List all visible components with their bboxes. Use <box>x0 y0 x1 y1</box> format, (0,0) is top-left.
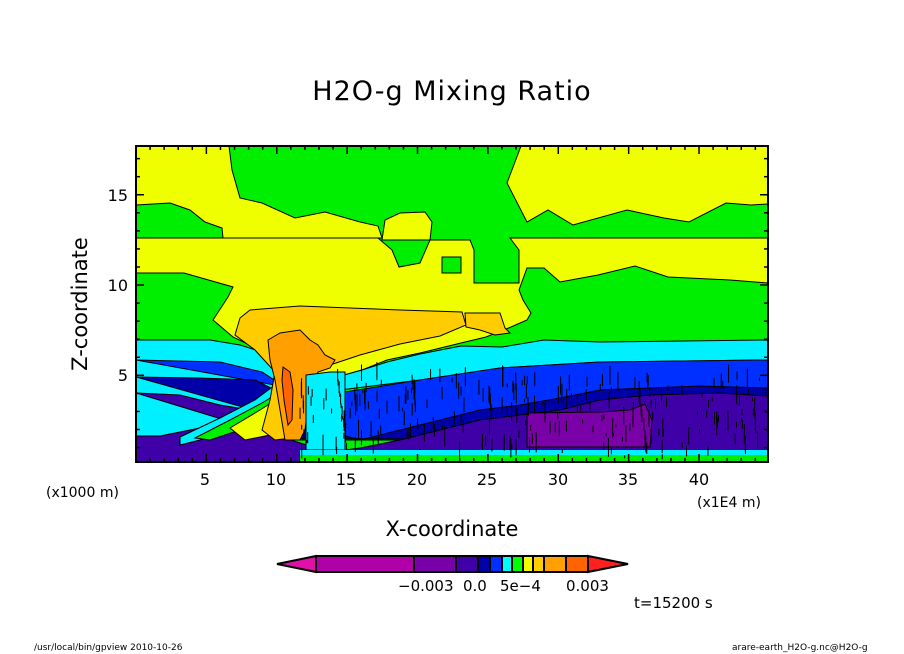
colorbar-label: −0.003 <box>398 577 454 595</box>
footer-left: /usr/local/bin/gpview 2010-10-26 <box>34 643 183 653</box>
plot-frame <box>135 145 769 463</box>
footer-right: arare-earth_H2O-g.nc@H2O-g <box>732 643 868 653</box>
x-axis-label: X-coordinate <box>385 517 519 541</box>
x-tick-label: 25 <box>476 470 498 489</box>
colorbar-segments <box>315 555 589 573</box>
x-tick-label: 5 <box>199 470 211 489</box>
colorbar-arrow-high <box>587 554 629 574</box>
colorbar-segment <box>532 555 545 573</box>
y-tick-label: 5 <box>117 366 128 385</box>
x-tick-label: 40 <box>688 470 710 489</box>
colorbar-segment <box>413 555 457 573</box>
colorbar-label: 0.003 <box>566 577 609 595</box>
field-darkorange-core <box>281 366 294 427</box>
contour-fields <box>136 146 768 462</box>
colorbar-segment <box>543 555 567 573</box>
colorbar-segment <box>522 555 534 573</box>
x-tick-label: 30 <box>547 470 569 489</box>
colorbar-segment <box>477 555 491 573</box>
x-tick-label: 20 <box>406 470 428 489</box>
noise-streaks <box>299 362 760 460</box>
field-amber-island <box>464 312 512 336</box>
field-yellow-top-right <box>506 146 768 226</box>
x-tick-label: 35 <box>617 470 639 489</box>
y-axis-label: Z-coordinate <box>68 237 92 371</box>
colorbar-arrow-low <box>276 554 317 574</box>
x-tick-label: 10 <box>265 470 287 489</box>
colorbar-segment <box>455 555 479 573</box>
chart-title: H2O-g Mixing Ratio <box>312 76 592 107</box>
y-tick-label: 10 <box>107 276 128 295</box>
colorbar-segment <box>501 555 513 573</box>
field-green-island <box>441 256 462 274</box>
x-tick-label: 15 <box>335 470 357 489</box>
colorbar-label: 0.0 <box>463 577 487 595</box>
x-unit-right: (x1E4 m) <box>697 495 761 511</box>
field-yellow-island <box>381 211 433 241</box>
field-bottom-green <box>300 455 768 462</box>
colorbar-segment <box>489 555 503 573</box>
x-unit-left: (x1000 m) <box>46 485 119 501</box>
colorbar-label: 5e−4 <box>500 577 541 595</box>
colorbar-segment <box>315 555 415 573</box>
axis-ticks <box>136 146 768 462</box>
field-cyan-column <box>305 371 346 451</box>
time-annotation: t=15200 s <box>634 594 713 612</box>
colorbar-segment <box>511 555 524 573</box>
colorbar <box>276 554 629 574</box>
y-tick-label: 15 <box>107 186 128 205</box>
field-bottom-cyan <box>300 450 768 455</box>
colorbar-segment <box>565 555 589 573</box>
